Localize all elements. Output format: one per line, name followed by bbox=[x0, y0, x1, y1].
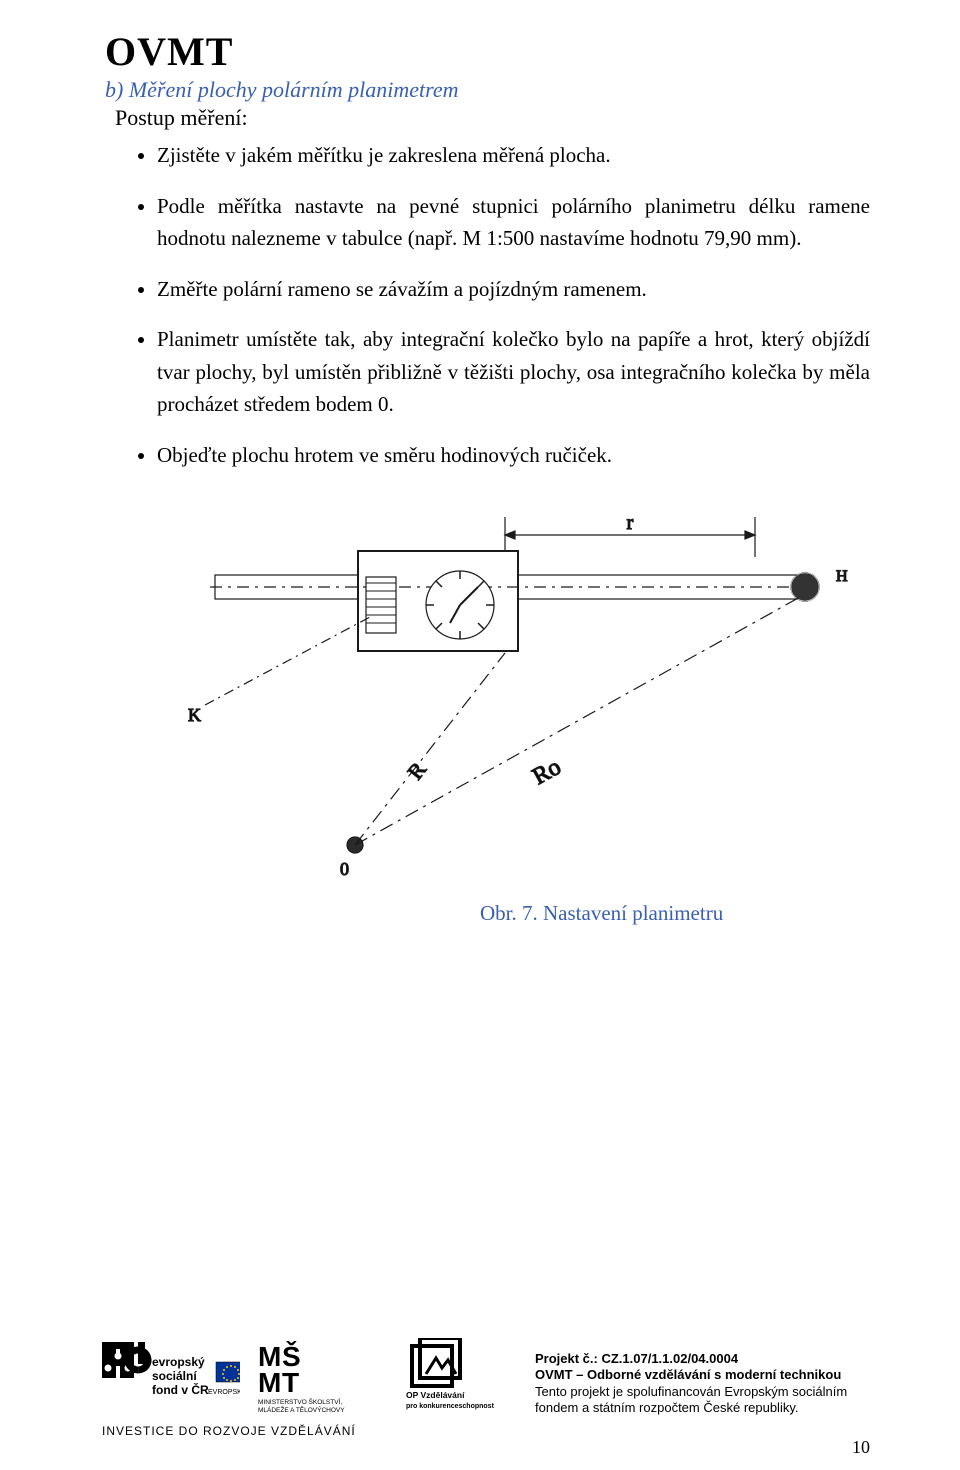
list-item: Podle měřítka nastavte na pevné stupnici… bbox=[157, 190, 870, 255]
label-K: K bbox=[188, 705, 201, 725]
svg-text:fond v ČR: fond v ČR bbox=[152, 1382, 209, 1397]
project-info: Projekt č.: CZ.1.07/1.1.02/04.0004 OVMT … bbox=[535, 1351, 847, 1416]
procedure-label: Postup měření: bbox=[115, 105, 870, 131]
list-item: Objeďte plochu hrotem ve směru hodinovýc… bbox=[157, 439, 870, 472]
planimeter-diagram: r bbox=[160, 505, 870, 885]
project-line: Tento projekt je spolufinancován Evropsk… bbox=[535, 1384, 847, 1400]
label-R: R bbox=[402, 757, 431, 784]
page-number: 10 bbox=[852, 1437, 870, 1458]
project-line: Projekt č.: CZ.1.07/1.1.02/04.0004 bbox=[535, 1351, 847, 1367]
project-line: fondem a státním rozpočtem České republi… bbox=[535, 1400, 847, 1416]
bullet-list: Zjistěte v jakém měřítku je zakreslena m… bbox=[157, 139, 870, 471]
dim-label-r: r bbox=[627, 512, 634, 534]
project-line: OVMT – Odborné vzdělávání s moderní tech… bbox=[535, 1367, 847, 1383]
svg-text:pro konkurenceschopnost: pro konkurenceschopnost bbox=[406, 1403, 495, 1410]
label-0: 0 bbox=[340, 859, 349, 879]
msmt-logo: M Š M T MINISTERSTVO ŠKOLSTVÍ, MLÁDEŽE A… bbox=[258, 1338, 388, 1416]
invest-tagline: INVESTICE DO ROZVOJE VZDĚLÁVÁNÍ bbox=[102, 1424, 870, 1438]
esf-logo: evropský sociální fond v ČR EVROPSKÁ UNI… bbox=[100, 1338, 240, 1416]
figure-caption: Obr. 7. Nastavení planimetru bbox=[480, 901, 870, 926]
brand-logo: OVMT bbox=[105, 28, 870, 75]
svg-text:sociální: sociální bbox=[152, 1369, 197, 1383]
list-item: Změřte polární rameno se závažím a pojíz… bbox=[157, 273, 870, 306]
svg-text:OP Vzdělávání: OP Vzdělávání bbox=[406, 1390, 465, 1400]
list-item: Zjistěte v jakém měřítku je zakreslena m… bbox=[157, 139, 870, 172]
svg-text:M: M bbox=[258, 1367, 281, 1398]
svg-text:MLÁDEŽE A TĚLOVÝCHOVY: MLÁDEŽE A TĚLOVÝCHOVY bbox=[258, 1405, 345, 1414]
page-footer: evropský sociální fond v ČR EVROPSKÁ UNI… bbox=[0, 1338, 960, 1438]
svg-text:EVROPSKÁ UNIE: EVROPSKÁ UNIE bbox=[208, 1387, 240, 1396]
svg-text:T: T bbox=[282, 1367, 299, 1398]
section-heading: b) Měření plochy polárním planimetrem bbox=[105, 77, 870, 103]
list-item: Planimetr umístěte tak, aby integrační k… bbox=[157, 323, 870, 421]
svg-text:MINISTERSTVO ŠKOLSTVÍ,: MINISTERSTVO ŠKOLSTVÍ, bbox=[258, 1397, 342, 1406]
op-logo: OP Vzdělávání pro konkurenceschopnost bbox=[406, 1338, 511, 1416]
label-Ro: Ro bbox=[528, 754, 565, 790]
svg-text:evropský: evropský bbox=[152, 1355, 205, 1369]
label-H: H bbox=[836, 568, 848, 585]
